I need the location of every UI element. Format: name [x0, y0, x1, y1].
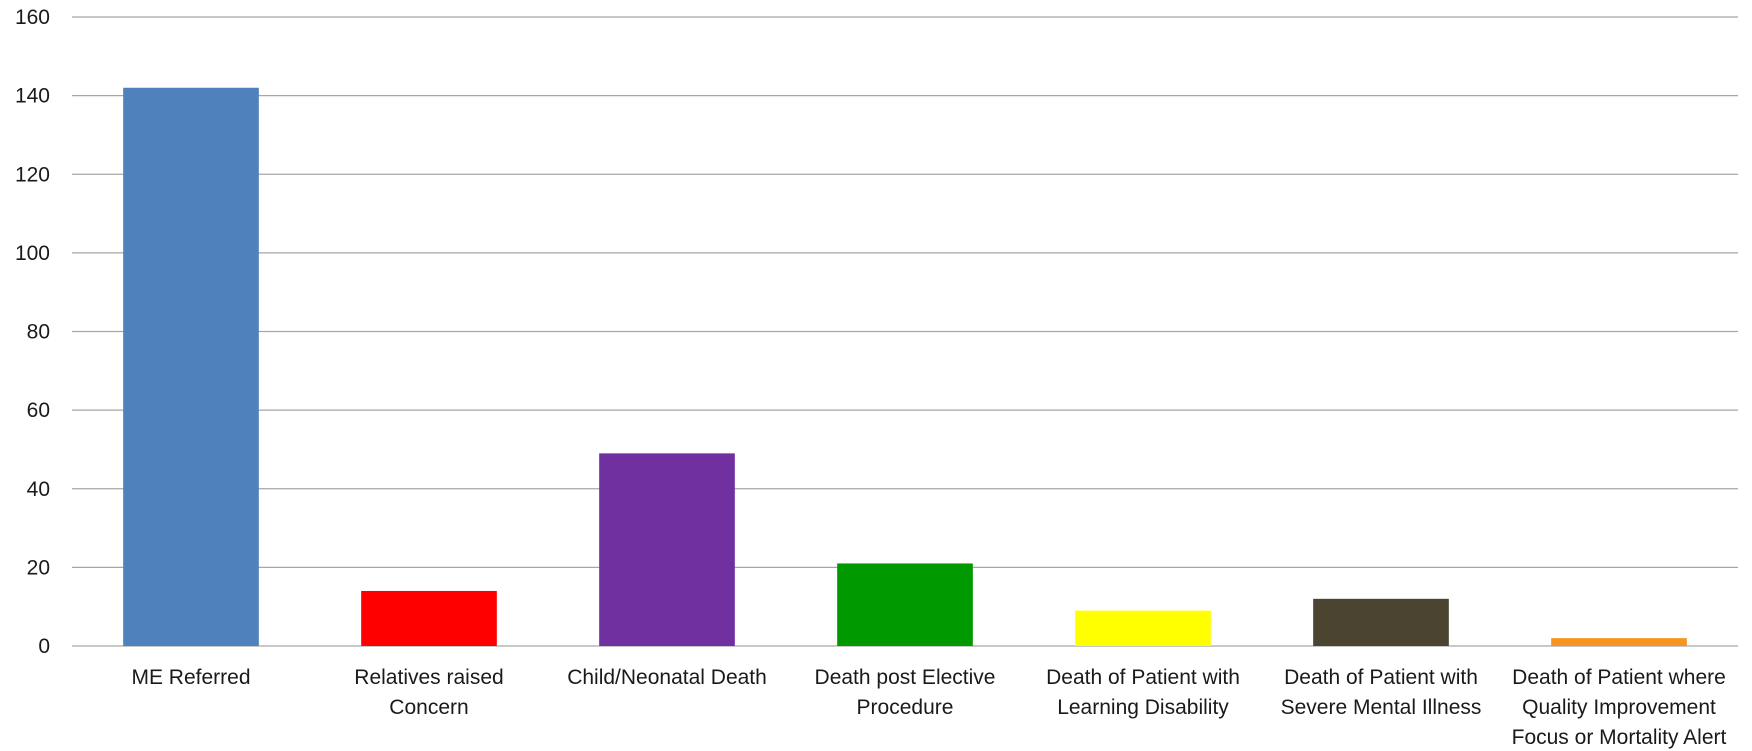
y-tick-label: 100 — [15, 242, 50, 265]
x-category-label-line: Quality Improvement — [1522, 696, 1716, 719]
x-category-label-line: Severe Mental Illness — [1281, 696, 1482, 719]
y-tick-label: 160 — [15, 6, 50, 29]
x-category-label: Death post Elective Procedure — [815, 666, 996, 719]
x-category-label-line: Death of Patient with — [1284, 666, 1478, 689]
x-category-label: ME Referred — [131, 666, 250, 689]
bar — [1551, 638, 1687, 646]
x-category-label: Relatives raised Concern — [354, 666, 503, 719]
y-tick-label: 40 — [27, 478, 50, 501]
gridlines — [72, 16, 1738, 647]
x-category-label-line: Relatives raised — [354, 666, 503, 689]
x-category-label-line: Focus or Mortality Alert — [1512, 726, 1727, 749]
x-category-label: Death of Patient where Quality Improvemen… — [1512, 666, 1727, 749]
x-category-label-line: ME Referred — [131, 666, 250, 689]
y-tick-label: 20 — [27, 556, 50, 579]
x-category-label-line: Death of Patient with — [1046, 666, 1240, 689]
bar — [837, 563, 973, 646]
bar — [1075, 610, 1211, 646]
bar — [1313, 598, 1449, 646]
y-tick-label: 120 — [15, 163, 50, 186]
x-category-label-line: Procedure — [857, 696, 954, 719]
bar — [599, 453, 735, 646]
x-axis-labels: ME Referred Relatives raised Concern Child/… — [131, 666, 1726, 749]
y-tick-label: 0 — [38, 635, 50, 658]
y-tick-label: 60 — [27, 399, 50, 422]
x-category-label-line: Death of Patient where — [1512, 666, 1726, 689]
x-category-label-line: Death post Elective — [815, 666, 996, 689]
x-category-label: Death of Patient with Severe Mental Illne… — [1281, 666, 1482, 719]
y-tick-label: 80 — [27, 321, 50, 344]
x-category-label-line: Child/Neonatal Death — [567, 666, 767, 689]
bar — [361, 590, 497, 646]
x-category-label-line: Learning Disability — [1057, 696, 1229, 719]
x-category-label: Child/Neonatal Death — [567, 666, 767, 689]
y-axis-ticks: 0 20 40 60 80 100 120 140 160 — [15, 6, 50, 658]
x-category-label: Death of Patient with Learning Disability — [1046, 666, 1240, 719]
x-category-label-line: Concern — [389, 696, 468, 719]
bars — [123, 87, 1687, 646]
y-tick-label: 140 — [15, 85, 50, 108]
bar — [123, 87, 259, 646]
